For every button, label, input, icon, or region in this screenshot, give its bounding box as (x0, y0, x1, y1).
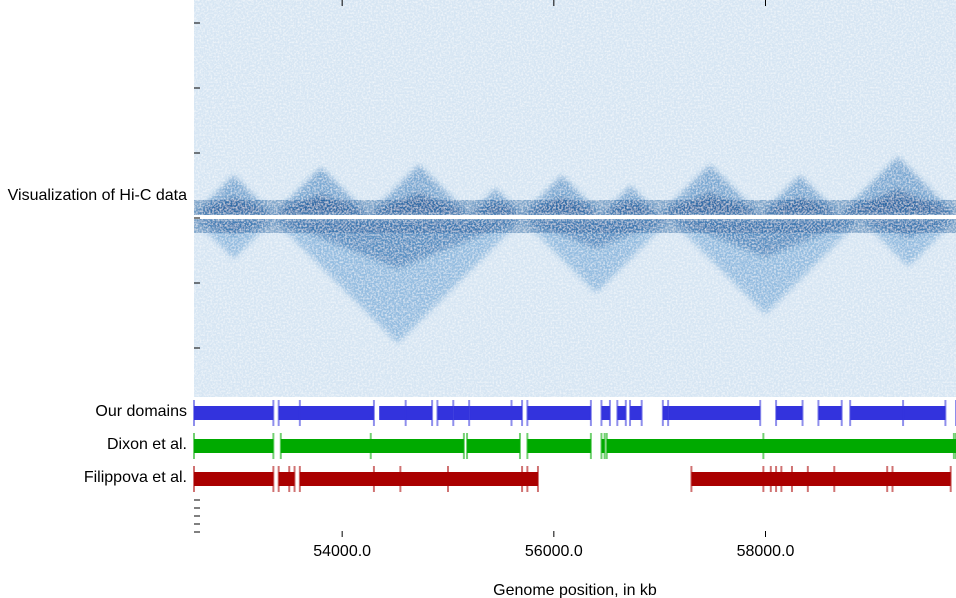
x-tick-label-58000: 58000.0 (737, 543, 795, 560)
domain-bar (668, 406, 761, 420)
hic-heatmap (194, 0, 956, 397)
domain-bar (818, 406, 842, 420)
domain-bar (527, 406, 591, 420)
domain-bar (194, 406, 274, 420)
domain-bar (280, 439, 464, 453)
domain-bar (299, 472, 538, 486)
domain-bar (278, 406, 374, 420)
domain-bar (630, 406, 642, 420)
domain-bar (601, 406, 610, 420)
bottom-domain-triangle (522, 219, 671, 294)
track-2 (193, 466, 952, 492)
domain-bar (776, 406, 803, 420)
domain-bar (691, 472, 951, 486)
track-label-filippova: Filippova et al. (84, 469, 187, 486)
domain-bar (662, 406, 669, 420)
domain-bar (527, 439, 591, 453)
heatmap-label: Visualization of Hi-C data (8, 187, 187, 204)
heatmap-separator (194, 215, 956, 219)
x-axis-label: Genome position, in kb (493, 582, 657, 598)
domain-bar (617, 406, 626, 420)
track-label-dixon: Dixon et al. (107, 436, 187, 453)
x-tick-label-54000: 54000.0 (313, 543, 371, 560)
domain-tracks (193, 400, 956, 492)
domain-bar (437, 406, 454, 420)
domain-bar (601, 439, 605, 453)
track-label-our-domains: Our domains (95, 403, 187, 420)
domain-bar (606, 439, 956, 453)
left-axis-ticks (194, 22, 200, 533)
domain-bar (453, 406, 470, 420)
x-axis (341, 0, 766, 537)
domain-bar (278, 472, 295, 486)
track-0 (193, 400, 956, 426)
domain-bar (850, 406, 946, 420)
bottom-domain-triangle (670, 219, 861, 315)
domain-bar (194, 439, 274, 453)
x-tick-label-56000: 56000.0 (525, 543, 583, 560)
domain-bar (469, 406, 523, 420)
domain-bar (467, 439, 520, 453)
domain-bar (194, 472, 274, 486)
track-1 (193, 433, 956, 459)
bottom-domain-triangle (273, 219, 523, 344)
